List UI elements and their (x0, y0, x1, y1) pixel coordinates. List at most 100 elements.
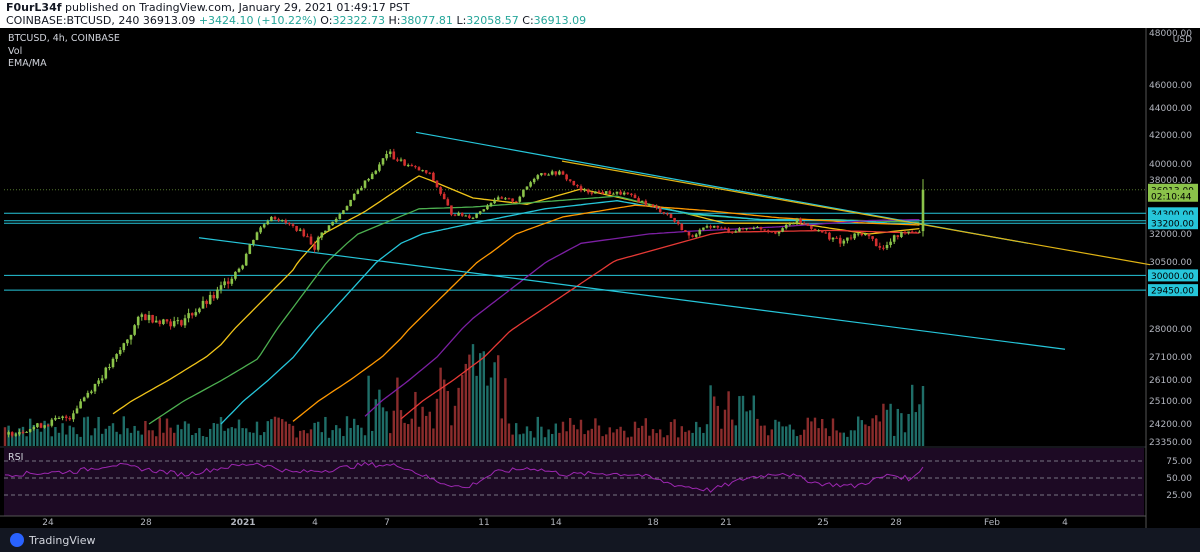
volume-bar (255, 421, 259, 446)
volume-bar (702, 432, 705, 446)
volume-bar (691, 432, 694, 446)
high-value: 38077.81 (400, 14, 453, 27)
candle-body (363, 180, 367, 188)
candle-body (856, 233, 860, 235)
volume-bar (367, 375, 370, 446)
rsi-legend[interactable]: RSI (8, 452, 24, 463)
volume-bar (345, 416, 349, 446)
candle-body (608, 191, 612, 195)
volume-bar (907, 413, 910, 446)
volume-bar (590, 428, 593, 446)
candle-body (662, 212, 666, 214)
volume-bar (558, 432, 561, 446)
candle-body (255, 232, 259, 240)
candle-body (637, 198, 640, 202)
volume-bar (414, 391, 417, 446)
ema-line-cyan (220, 200, 920, 425)
candle-body (266, 221, 270, 225)
volume-bar (551, 433, 554, 446)
candle-body (511, 198, 514, 202)
candle-body (100, 378, 104, 381)
candle-body (327, 225, 331, 231)
volume-bar (518, 434, 521, 446)
volume-bar (605, 434, 608, 446)
volume-bar (576, 429, 579, 446)
chart-area[interactable]: 48000.00 46000.00 44000.00 42000.00 40000.00… (0, 28, 1200, 528)
volume-bar (669, 421, 673, 446)
candle-body (190, 313, 194, 316)
volume-bar (716, 405, 719, 446)
candle-body (478, 211, 482, 214)
candle-body (28, 429, 32, 432)
price-tick-label: 38000.00 (1149, 176, 1192, 186)
volume-bar (83, 417, 86, 446)
volume-bar (817, 428, 820, 446)
candle-body (518, 196, 522, 202)
open-value: 32322.73 (332, 14, 385, 27)
volume-bar (713, 396, 716, 446)
volume-bar (792, 429, 795, 446)
candle-body (921, 189, 925, 232)
symbol-text: COINBASE:BTCUSD, 240 (6, 14, 140, 27)
candle-body (72, 413, 75, 420)
candle-body (14, 434, 18, 436)
price-tick-label: 32000.00 (1149, 230, 1192, 240)
volume-bar (587, 430, 590, 446)
volume-bar (572, 424, 575, 446)
candle-body (320, 232, 324, 238)
candle-body (712, 225, 716, 228)
volume-bar (673, 419, 676, 446)
candle-body (540, 173, 543, 176)
volume-bar (745, 411, 748, 446)
candle-body (244, 253, 248, 266)
candle-body (565, 174, 568, 180)
volume-bar (648, 435, 651, 446)
candle-body (615, 191, 619, 194)
candle-body (313, 244, 316, 250)
volume-bar (525, 426, 529, 446)
publisher-name[interactable]: F0urL34f (6, 1, 62, 14)
candle-body (720, 227, 723, 229)
volume-bar (695, 421, 698, 446)
price-tick-label: 44000.00 (1149, 104, 1192, 114)
volume-bar (212, 423, 215, 446)
candle-body (568, 179, 572, 181)
candle-body (460, 212, 464, 216)
volume-bar (101, 433, 104, 446)
volume-bar (194, 433, 197, 446)
candle-body (68, 417, 72, 420)
ema-legend[interactable]: EMA/MA (8, 58, 47, 69)
volume-bar (439, 367, 442, 446)
volume-bar (569, 418, 572, 446)
chart-svg[interactable]: 48000.00 46000.00 44000.00 42000.00 40000.00… (0, 28, 1200, 528)
volume-bar (450, 425, 453, 446)
candle-body (633, 194, 637, 199)
volume-bar (543, 437, 547, 446)
volume-bar (299, 430, 302, 446)
volume-bar (756, 418, 759, 446)
candle-body (82, 397, 86, 402)
volume-bar (79, 436, 82, 446)
candle-body (457, 212, 460, 216)
volume-bar (500, 418, 503, 446)
candle-body (97, 380, 100, 384)
candle-body (421, 170, 424, 172)
volume-bar (356, 425, 359, 446)
candle-body (802, 222, 806, 224)
volume-bar (489, 377, 493, 446)
volume-bar (155, 436, 158, 446)
tradingview-brand[interactable]: TradingView (10, 533, 95, 547)
volume-legend[interactable]: Vol (8, 46, 23, 57)
volume-bar (878, 421, 881, 446)
volume-bar (763, 425, 766, 446)
candle-body (194, 312, 198, 316)
candle-body (129, 334, 133, 340)
volume-bar (677, 437, 680, 446)
candle-body (316, 237, 320, 250)
time-tick-label: Feb (984, 518, 1000, 528)
candle-body (183, 318, 187, 326)
candle-body (554, 171, 558, 175)
candlesticks (7, 148, 925, 438)
candle-body (424, 170, 428, 173)
chart-title[interactable]: BTCUSD, 4h, COINBASE (8, 33, 120, 44)
